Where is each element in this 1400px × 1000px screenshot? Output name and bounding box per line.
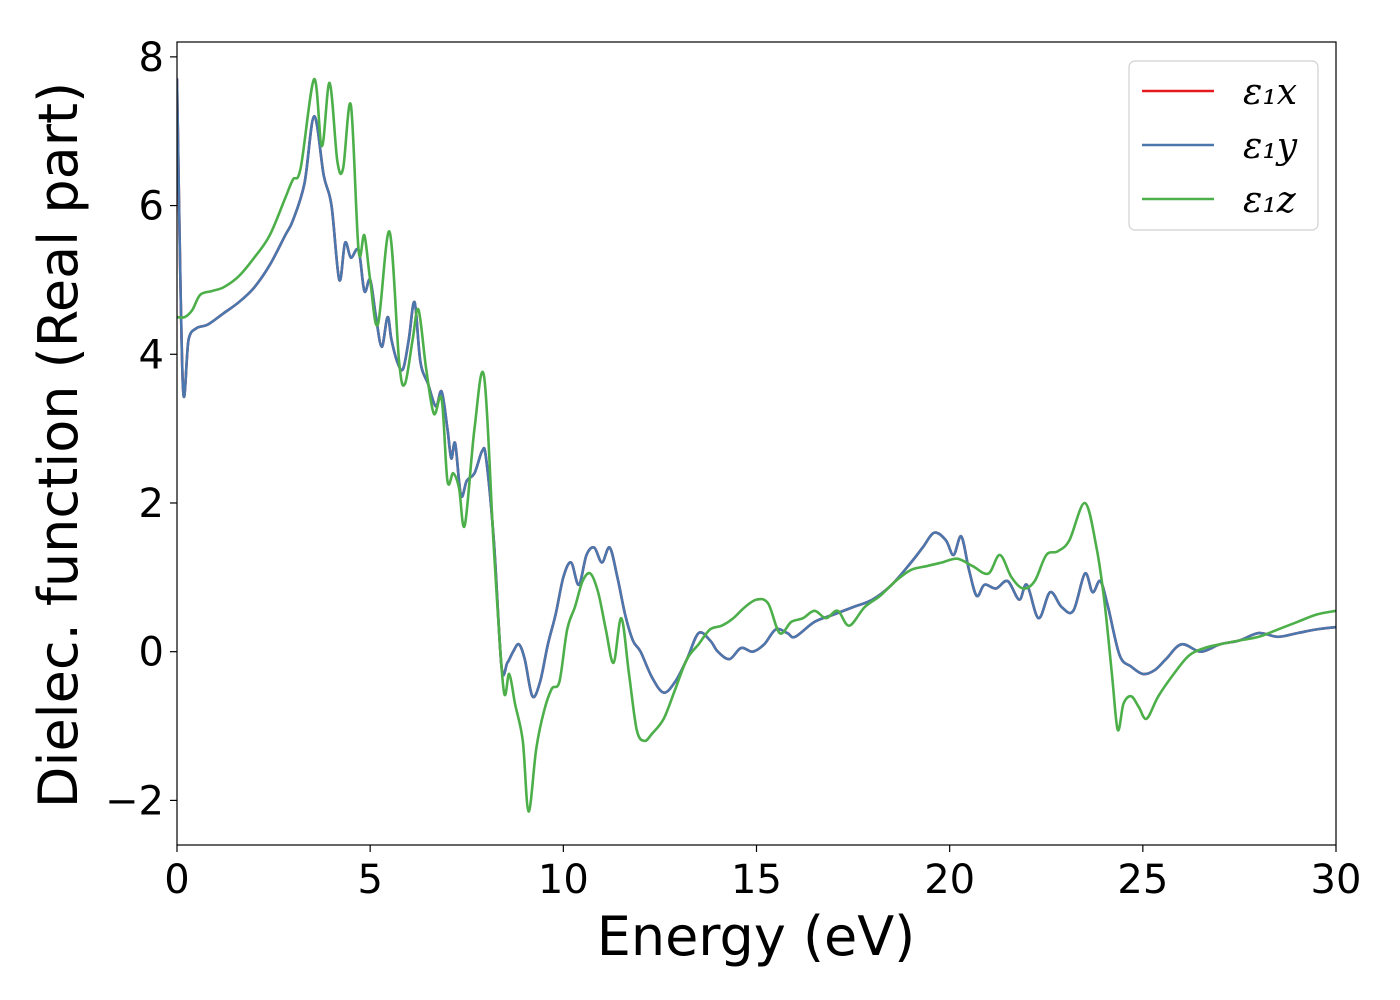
x-tick-label: 25 [1117, 857, 1168, 903]
y-tick-label: −2 [105, 778, 164, 824]
y-tick-label: 8 [139, 35, 164, 81]
x-axis: 0 5 10 15 20 25 30 [164, 845, 1361, 903]
legend-label-3: ε₁z [1243, 180, 1297, 221]
x-tick-label: 30 [1311, 857, 1362, 903]
y-tick-label: 6 [139, 184, 164, 230]
y-tick-label: 4 [139, 332, 164, 378]
series-layer [177, 77, 1336, 813]
legend-box [1128, 60, 1319, 231]
y-axis-label: Dielec. function (Real part) [27, 82, 90, 808]
x-tick-label: 15 [731, 857, 782, 903]
y-tick-label: 0 [139, 630, 164, 676]
y-axis: −2 0 2 4 6 8 [105, 35, 177, 824]
x-tick-label: 20 [924, 857, 975, 903]
x-tick-label: 10 [538, 857, 589, 903]
x-tick-label: 5 [357, 857, 382, 903]
x-axis-label: Energy (eV) [597, 905, 916, 968]
x-tick-label: 0 [164, 857, 189, 903]
legend-label-1: ε₁x [1243, 72, 1297, 113]
series-line-3 [177, 77, 1336, 813]
legend-label-2: ε₁y [1243, 126, 1298, 167]
legend: ε₁x ε₁y ε₁z [1128, 60, 1319, 231]
y-tick-label: 2 [139, 481, 164, 527]
